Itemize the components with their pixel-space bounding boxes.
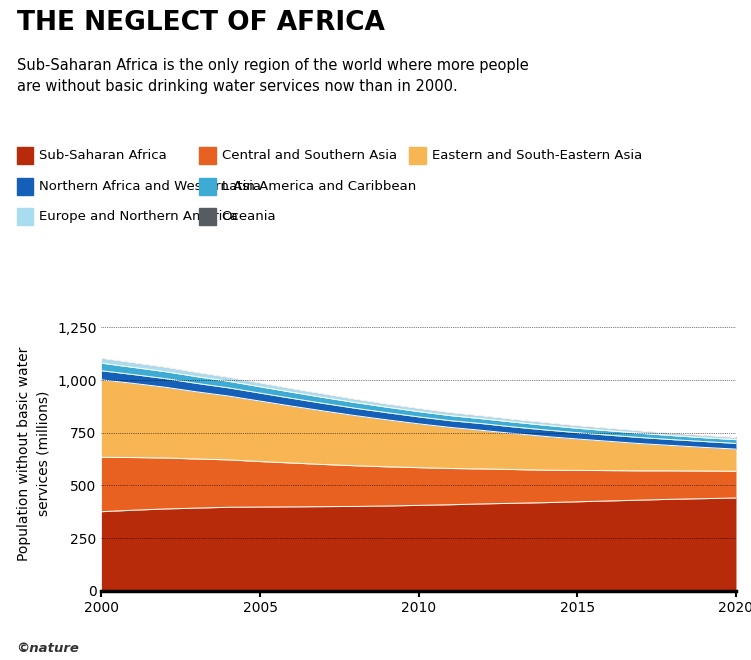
- Text: Northern Africa and Western Asia: Northern Africa and Western Asia: [39, 180, 261, 193]
- Bar: [199, 208, 216, 225]
- Bar: [199, 178, 216, 195]
- Y-axis label: Population without basic water
services (millions): Population without basic water services …: [17, 346, 50, 561]
- Text: Latin America and Caribbean: Latin America and Caribbean: [222, 180, 416, 193]
- Text: Sub-Saharan Africa is the only region of the world where more people
are without: Sub-Saharan Africa is the only region of…: [17, 58, 528, 94]
- Bar: [409, 147, 426, 164]
- Text: Europe and Northern America: Europe and Northern America: [39, 210, 238, 223]
- Text: ©nature: ©nature: [17, 642, 80, 655]
- Text: Central and Southern Asia: Central and Southern Asia: [222, 148, 397, 162]
- Text: Sub-Saharan Africa: Sub-Saharan Africa: [39, 148, 167, 162]
- Bar: [199, 147, 216, 164]
- Text: Eastern and South-Eastern Asia: Eastern and South-Eastern Asia: [432, 148, 642, 162]
- Bar: [17, 208, 33, 225]
- Text: Oceania: Oceania: [222, 210, 276, 223]
- Text: THE NEGLECT OF AFRICA: THE NEGLECT OF AFRICA: [17, 10, 385, 36]
- Bar: [17, 178, 33, 195]
- Bar: [17, 147, 33, 164]
